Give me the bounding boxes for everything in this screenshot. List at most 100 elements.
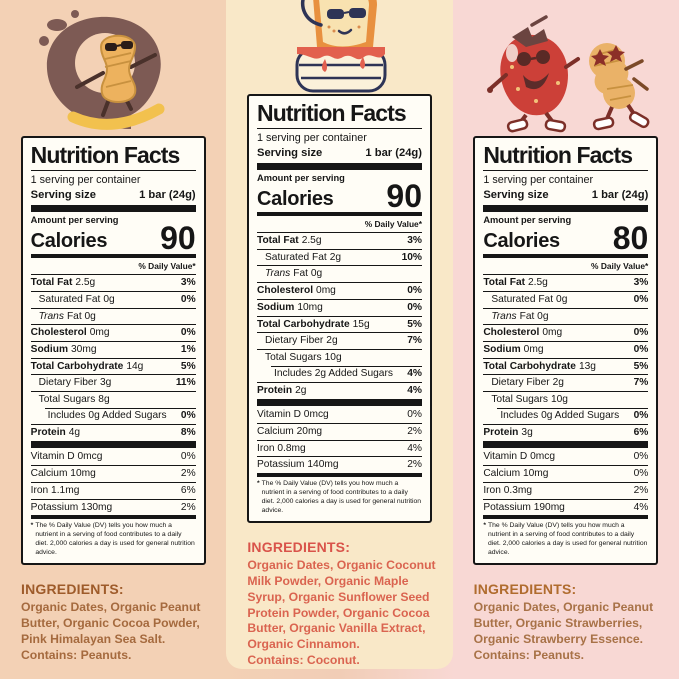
footnote: * The % Daily Value (DV) tells you how m… <box>483 519 648 558</box>
divider-thick <box>483 441 649 449</box>
nutrient-dv: 0% <box>633 409 649 421</box>
nutrient-dv: 2% <box>407 425 422 437</box>
ingredients-heading: INGREDIENTS: <box>247 538 351 555</box>
nutrient-dv: 3% <box>180 277 196 289</box>
servings-per-container: 1 serving per container <box>483 174 594 187</box>
nutrient-dv: 0% <box>407 285 422 297</box>
nutrient-name: Iron 0.8mg <box>256 442 306 454</box>
nutrient-amount: 2g <box>326 335 338 347</box>
nutrient-amount: Fat 0g <box>293 268 323 280</box>
divider-medium <box>256 212 422 217</box>
row-vitamin-d: Vitamin D 0mcg 0% <box>483 449 648 465</box>
serving-size-value: 1 bar (24g) <box>365 146 422 159</box>
row-dietary-fiber: Dietary Fiber 2g 7% <box>483 374 649 391</box>
nutrient-dv: 0% <box>633 293 649 305</box>
nutrient-amount: 8g <box>98 394 110 406</box>
nutrient-name: Total Carbohydrate <box>483 360 576 372</box>
daily-value-header: % Daily Value* <box>138 261 196 272</box>
row-vitamin-d: Vitamin D 0mcg 0% <box>31 449 196 465</box>
nutrient-name: Vitamin D 0mcg <box>256 409 329 421</box>
illustration-slot <box>0 0 226 136</box>
nutrient-name: Trans <box>264 268 291 280</box>
nutrient-name: Total Fat <box>30 277 73 289</box>
nutrient-name: Sodium <box>30 344 69 356</box>
illustration-slot <box>226 0 452 94</box>
nutrient-name: Protein <box>483 426 519 438</box>
footnote-asterisk: * <box>30 522 34 530</box>
daily-value-header: % Daily Value* <box>364 219 422 230</box>
peanut-body <box>588 43 650 131</box>
toast-face <box>319 0 370 47</box>
nutrient-name: Total Fat <box>256 235 299 247</box>
calories-label: Calories <box>483 230 560 253</box>
divider-medium <box>30 515 196 520</box>
servings-per-container: 1 serving per container <box>256 132 367 145</box>
nutrient-dv: 3% <box>407 235 422 247</box>
nutrient-dv: 6% <box>180 484 196 496</box>
nutrient-amount: 0g <box>556 293 568 305</box>
nutrition-facts-label: Nutrition Facts 1 serving per container … <box>246 93 432 523</box>
nutrient-dv: 6% <box>633 426 649 438</box>
divider-medium <box>483 515 649 520</box>
sneaker <box>506 118 529 133</box>
row-calcium: Calcium 20mg 2% <box>256 422 422 440</box>
nutrient-name: Potassium 140mg <box>256 459 339 471</box>
row-saturated-fat: Saturated Fat 2g 10% <box>256 248 422 266</box>
nutrient-name: Sodium <box>256 301 295 313</box>
nutrient-name: Vitamin D 0mcg <box>30 451 103 463</box>
nutrient-amount: 0mg <box>523 344 544 356</box>
nutrient-dv: 5% <box>633 360 649 372</box>
serving-size-row: Serving size 1 bar (24g) <box>31 188 196 205</box>
footnote: * The % Daily Value (DV) tells you how m… <box>31 519 196 558</box>
nutrient-dv: 0% <box>633 451 649 463</box>
nutrient-amount: 3g <box>521 426 533 438</box>
nutrient-dv: 4% <box>407 367 422 379</box>
amount-per-serving-label: Amount per serving <box>256 172 345 183</box>
sunglasses <box>327 8 345 19</box>
serving-size-label: Serving size <box>30 188 96 201</box>
nutrient-amount: 4g <box>68 426 81 438</box>
nutrient-dv: 2% <box>180 501 196 513</box>
serving-size-value: 1 bar (24g) <box>591 188 649 201</box>
illustration-slot <box>453 0 679 136</box>
row-cholesterol: Cholesterol 0mg 0% <box>483 324 649 341</box>
nutrient-dv: 2% <box>407 459 422 471</box>
row-cholesterol: Cholesterol 0mg 0% <box>30 324 196 341</box>
footnote-asterisk: * <box>483 522 486 530</box>
nutrient-name: Dietary Fiber <box>491 377 550 389</box>
nutrient-dv: 0% <box>633 344 649 356</box>
nutrient-name: Cholesterol <box>30 327 87 339</box>
nutrient-dv: 0% <box>407 409 422 421</box>
nutrient-amount: 2g <box>329 251 342 263</box>
serving-size-label: Serving size <box>256 146 323 159</box>
row-iron: Iron 1.1mg 6% <box>30 481 196 499</box>
nutrient-dv: 5% <box>180 360 196 372</box>
row-protein: Protein 4g 8% <box>30 423 196 441</box>
calories-value: 80 <box>612 219 649 256</box>
strawberry-and-peanut-dancing-illustration <box>486 15 650 133</box>
nutrient-name: Total Sugars <box>38 394 96 406</box>
ingredients-list: Organic Dates, Organic Coconut Milk Powd… <box>247 557 436 652</box>
nutrient-name: Trans <box>38 310 64 322</box>
row-total-carbohydrate: Total Carbohydrate 13g 5% <box>483 357 649 375</box>
nutrition-facts-label: Nutrition Facts 1 serving per container … <box>20 136 206 566</box>
nutrient-name: Total Sugars <box>264 352 322 364</box>
nutrient-name: Total Carbohydrate <box>30 360 124 372</box>
row-saturated-fat: Saturated Fat 0g 0% <box>30 290 196 308</box>
serving-size-row: Serving size 1 bar (24g) <box>257 146 422 163</box>
nutrient-name: Trans <box>491 310 517 322</box>
nutrient-amount: 13g <box>578 360 596 372</box>
ingredients-contains: Contains: Peanuts. <box>21 647 132 662</box>
calories-row: Calories 90 <box>31 222 196 254</box>
column: Nutrition Facts 1 serving per container … <box>226 0 453 669</box>
calories-label: Calories <box>256 188 334 211</box>
nutrient-name: Iron 0.3mg <box>483 484 533 496</box>
nutrient-amount: 2g <box>552 377 564 389</box>
nutrient-dv: 1% <box>180 344 196 356</box>
toast-pouring-syrup-illustration <box>295 0 387 93</box>
arm <box>301 0 324 27</box>
nutrient-dv: 2% <box>180 468 196 480</box>
divider-thick <box>483 204 649 212</box>
row-total-fat: Total Fat 2.5g 3% <box>483 274 649 291</box>
row-sodium: Sodium 30mg 1% <box>30 341 196 358</box>
